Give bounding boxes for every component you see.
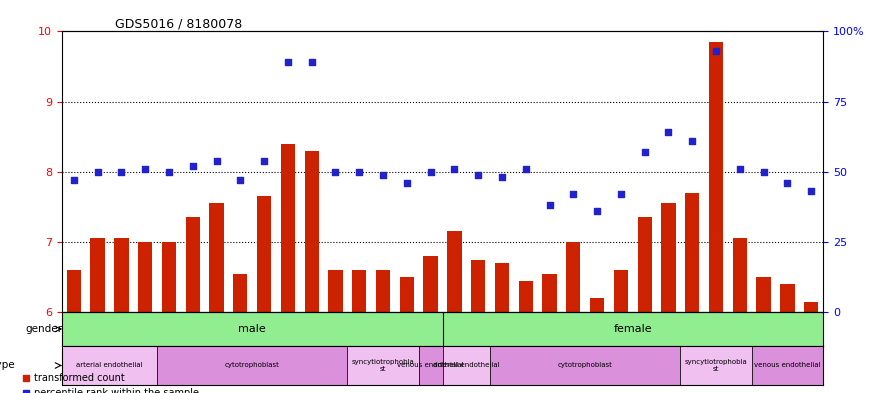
Bar: [162, 242, 176, 393]
Point: [90, 169, 104, 175]
Bar: [304, 151, 319, 393]
Bar: [424, 256, 438, 393]
Point: [495, 174, 509, 180]
Bar: [376, 270, 390, 393]
Point: [281, 59, 295, 66]
Point: [543, 202, 557, 209]
Bar: [637, 217, 652, 393]
Bar: [757, 277, 771, 393]
Bar: [709, 42, 723, 393]
FancyBboxPatch shape: [419, 346, 442, 385]
Text: arterial endothelial: arterial endothelial: [76, 362, 142, 369]
Point: [804, 188, 819, 195]
Point: [304, 59, 319, 66]
Point: [257, 158, 271, 164]
FancyBboxPatch shape: [681, 346, 751, 385]
Point: [733, 166, 747, 172]
Point: [114, 169, 128, 175]
Bar: [495, 263, 509, 393]
Point: [424, 169, 438, 175]
Text: cytotrophoblast: cytotrophoblast: [558, 362, 612, 369]
Legend: transformed count, percentile rank within the sample: transformed count, percentile rank withi…: [18, 369, 203, 393]
FancyBboxPatch shape: [158, 346, 348, 385]
Bar: [281, 144, 295, 393]
Bar: [66, 270, 81, 393]
Point: [781, 180, 795, 186]
Text: arterial endothelial: arterial endothelial: [433, 362, 500, 369]
Point: [661, 129, 675, 136]
Point: [234, 177, 248, 184]
Point: [566, 191, 581, 197]
Text: venous endothelial: venous endothelial: [754, 362, 820, 369]
Text: GDS5016 / 8180078: GDS5016 / 8180078: [115, 17, 242, 30]
Bar: [519, 281, 533, 393]
Bar: [186, 217, 200, 393]
Text: syncytiotrophobla
st: syncytiotrophobla st: [685, 359, 748, 372]
Bar: [471, 259, 485, 393]
Bar: [210, 203, 224, 393]
FancyBboxPatch shape: [490, 346, 681, 385]
Text: cytotrophoblast: cytotrophoblast: [225, 362, 280, 369]
Bar: [781, 284, 795, 393]
Point: [447, 166, 461, 172]
Point: [471, 171, 485, 178]
Bar: [352, 270, 366, 393]
Point: [328, 169, 342, 175]
Bar: [566, 242, 581, 393]
Point: [685, 138, 699, 144]
Bar: [90, 239, 104, 393]
Bar: [447, 231, 462, 393]
Bar: [543, 274, 557, 393]
Bar: [804, 301, 819, 393]
Point: [162, 169, 176, 175]
Point: [210, 158, 224, 164]
Point: [709, 48, 723, 54]
Point: [352, 169, 366, 175]
Bar: [114, 239, 128, 393]
FancyBboxPatch shape: [442, 346, 490, 385]
Bar: [257, 196, 272, 393]
Point: [186, 163, 200, 169]
Bar: [328, 270, 342, 393]
Point: [590, 208, 604, 214]
Bar: [733, 239, 747, 393]
Point: [376, 171, 390, 178]
Point: [519, 166, 533, 172]
Bar: [614, 270, 628, 393]
Bar: [685, 193, 699, 393]
Bar: [400, 277, 414, 393]
Point: [637, 149, 651, 155]
Text: venous endothelial: venous endothelial: [397, 362, 464, 369]
Text: syncytiotrophobla
st: syncytiotrophobla st: [351, 359, 414, 372]
Text: male: male: [238, 324, 266, 334]
Bar: [138, 242, 152, 393]
Text: female: female: [613, 324, 652, 334]
Bar: [234, 274, 248, 393]
Point: [757, 169, 771, 175]
Bar: [62, 312, 823, 346]
Text: cell type: cell type: [0, 360, 14, 371]
Point: [400, 180, 414, 186]
Bar: [661, 203, 675, 393]
Text: gender: gender: [25, 324, 62, 334]
FancyBboxPatch shape: [348, 346, 419, 385]
FancyBboxPatch shape: [62, 346, 158, 385]
Point: [66, 177, 81, 184]
Point: [138, 166, 152, 172]
Bar: [590, 298, 604, 393]
FancyBboxPatch shape: [751, 346, 823, 385]
Point: [614, 191, 628, 197]
